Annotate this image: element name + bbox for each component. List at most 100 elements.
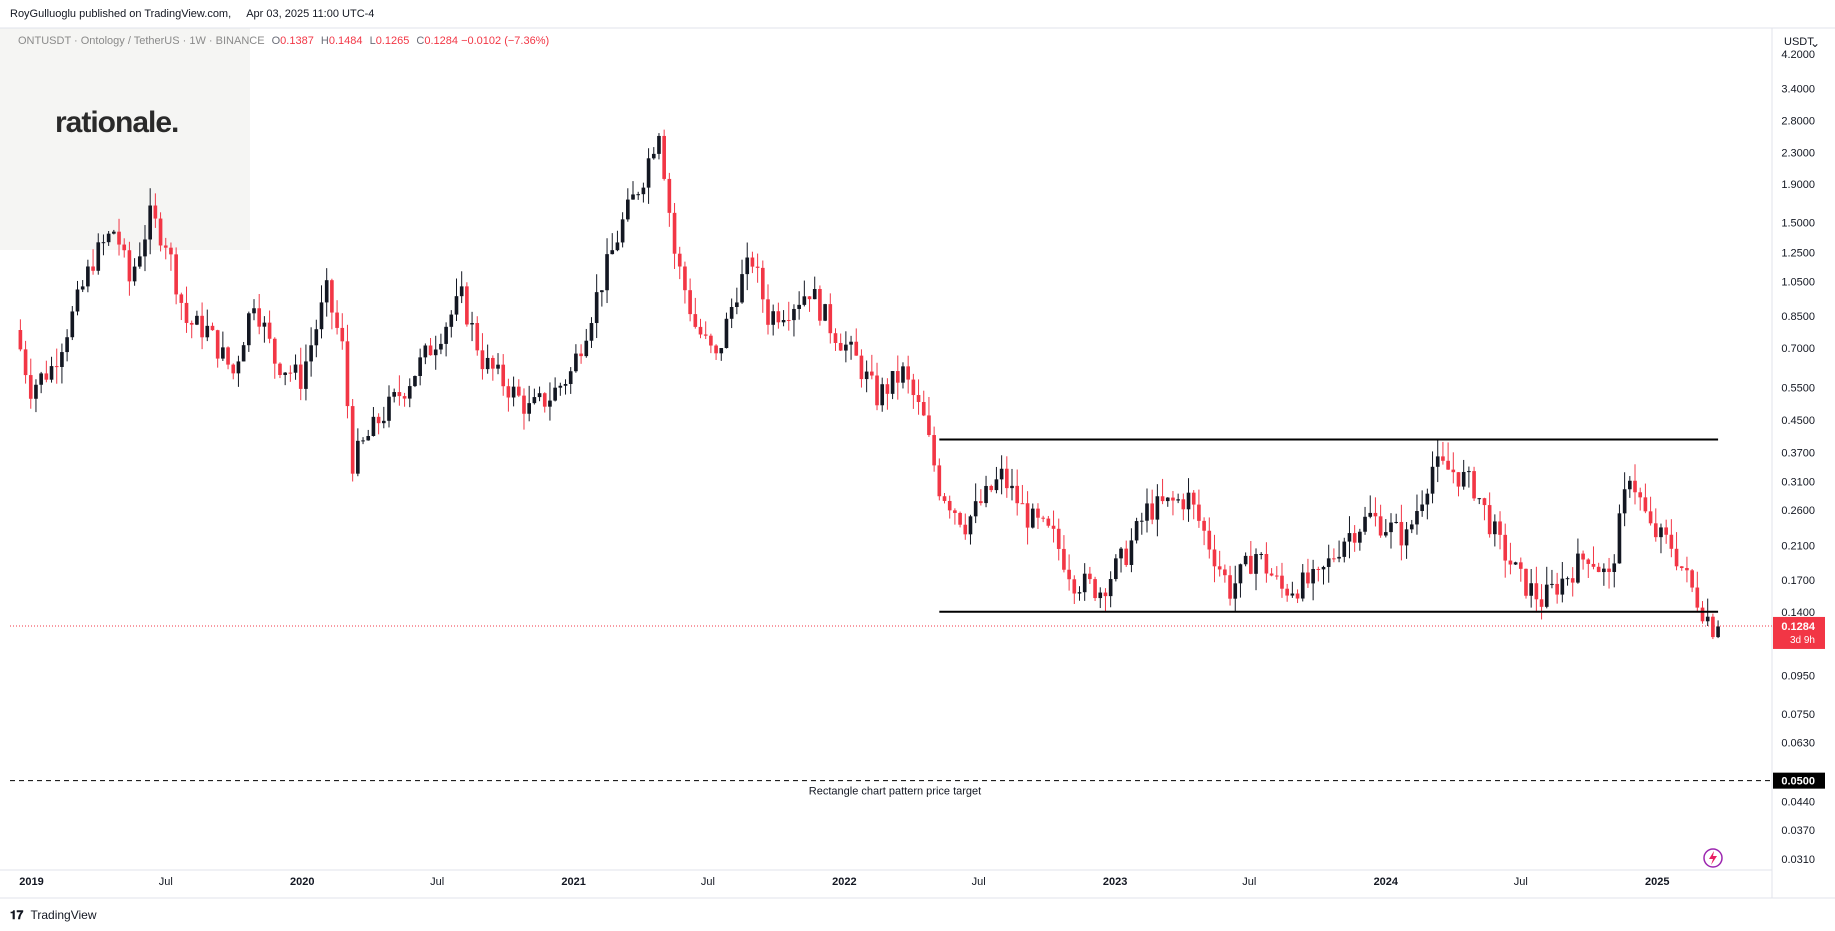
candle-body [1622, 489, 1627, 514]
candle-body [1202, 520, 1206, 531]
candle-body [1586, 559, 1591, 564]
candle-body [23, 349, 28, 376]
candle-body [1072, 579, 1077, 594]
time-tick-label: Jul [1242, 876, 1256, 888]
tradingview-logo-icon: 𝟏𝟕 [10, 908, 24, 922]
candle-body [1581, 553, 1585, 560]
candle-body [844, 344, 848, 351]
time-tick-label: Jul [159, 876, 173, 888]
candle-body [1503, 534, 1508, 561]
candle-body [989, 485, 994, 491]
candle-body [968, 516, 973, 535]
candle-body [579, 353, 583, 357]
price-tick-label: 2.3000 [1781, 148, 1815, 160]
candle-body [1399, 521, 1404, 546]
candle-body [984, 485, 988, 504]
candle-body [1705, 616, 1710, 622]
candle-body [1290, 593, 1295, 596]
candle-body [1347, 533, 1352, 542]
price-tick-label: 0.4500 [1781, 415, 1815, 427]
candle-body [449, 314, 454, 327]
price-axis: 4.2000 3.4000 2.8000 2.3000 1.9000 1.5000 1.25… [1771, 28, 1815, 898]
candle-body [132, 266, 137, 282]
candle-body [1269, 573, 1274, 576]
candle-body [641, 187, 646, 195]
time-axis: 2019 Jul 2020 Jul 2021 Jul 2022 Jul 2023 Jul 2024 J… [0, 27, 1835, 899]
candle-body [1617, 513, 1622, 564]
candle-body [1716, 626, 1720, 638]
candle-body [963, 524, 968, 535]
footer-brand[interactable]: 𝟏𝟕 TradingView [10, 908, 97, 923]
candle-body [1254, 554, 1258, 574]
watermark-logo: rationale. [55, 106, 179, 139]
candle-body [1539, 599, 1544, 607]
candle-body [1030, 508, 1035, 528]
candle-body [1191, 492, 1196, 505]
candle-body [947, 500, 952, 511]
candle-body [1711, 616, 1715, 638]
candle-body [1119, 548, 1123, 559]
candle-body [755, 266, 760, 268]
candle-body [1321, 566, 1326, 570]
candle-body [1108, 579, 1113, 597]
candle-body [1612, 563, 1617, 572]
candle-body [106, 233, 111, 243]
candle-body [304, 361, 308, 389]
symbol-label[interactable]: ONTUSDT · Ontology / TetherUS · 1W · BIN… [18, 35, 265, 47]
candle-body [1669, 534, 1674, 549]
gear-icon[interactable]: ⌄ [1810, 36, 1821, 50]
candle-body [740, 274, 744, 303]
candle-body [1685, 568, 1689, 571]
time-tick-label: 2021 [561, 876, 585, 888]
candle-body [247, 313, 251, 346]
candle-body [1508, 560, 1513, 565]
candle-body [1389, 522, 1393, 533]
candle-body [1051, 525, 1056, 529]
candle-body [916, 395, 921, 403]
candle-body [1004, 468, 1009, 489]
candle-body [1228, 575, 1232, 599]
candle-body [1628, 480, 1632, 490]
candle-body [163, 245, 168, 248]
candle-body [112, 231, 116, 234]
lightning-icon[interactable] [1703, 848, 1723, 868]
candle-body [511, 386, 516, 398]
candle-body [880, 384, 885, 406]
candle-body [605, 254, 609, 291]
time-tick-label: 2025 [1645, 876, 1669, 888]
candle-body [1264, 553, 1269, 574]
candle-body [1570, 578, 1575, 583]
candle-body [735, 302, 739, 308]
candle-body [200, 315, 204, 338]
candle-body [39, 373, 43, 385]
candle-body [1690, 570, 1694, 588]
price-tick-label: 0.0310 [1781, 854, 1815, 866]
symbol-legend[interactable]: ONTUSDT · Ontology / TetherUS · 1W · BIN… [18, 35, 549, 47]
price-tick-label: 1.2500 [1781, 248, 1815, 260]
candle-body [413, 376, 417, 387]
currency-label[interactable]: USDT [1784, 36, 1814, 48]
candle-body [937, 465, 942, 497]
candle-body [1025, 503, 1030, 528]
time-tick-label: 2024 [1374, 876, 1399, 888]
candle-body [361, 440, 365, 442]
candle-body [953, 510, 957, 513]
candle-body [1337, 556, 1341, 559]
candle-body [96, 242, 101, 271]
candle-body [1513, 562, 1518, 565]
candle-body [397, 392, 402, 397]
candle-body [688, 290, 692, 315]
candle-body [1342, 541, 1347, 557]
candle-body [558, 385, 563, 388]
candle-body [703, 334, 708, 336]
candle-body [1352, 533, 1357, 543]
price-tick-label: 0.0950 [1781, 670, 1815, 682]
target-price-label: 0.0500 [1781, 776, 1815, 788]
last-price-label: 0.1284 [1781, 621, 1816, 633]
candle-body [1217, 566, 1222, 570]
candle-body [563, 384, 568, 386]
candle-body [1378, 516, 1383, 536]
candle-body [1472, 471, 1476, 499]
candle-body [459, 286, 464, 297]
